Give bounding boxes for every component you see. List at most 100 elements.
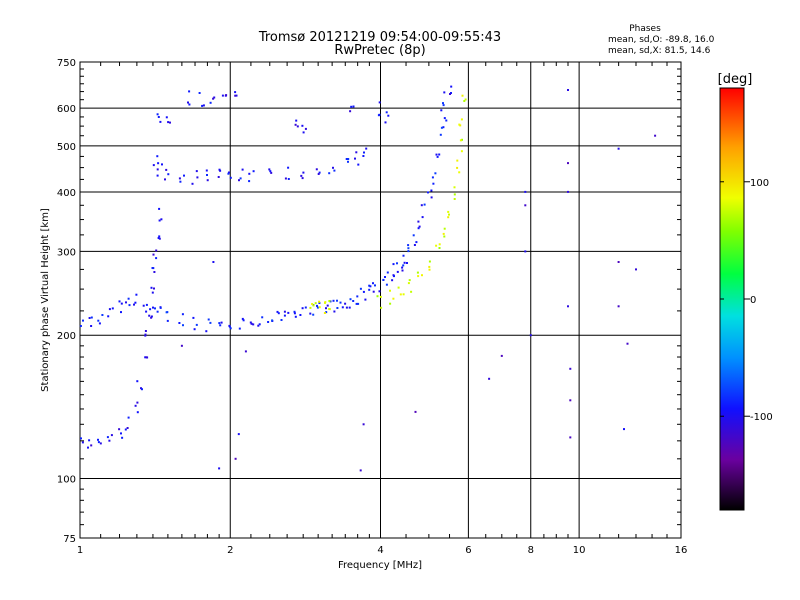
data-point <box>153 271 156 273</box>
data-point <box>110 434 113 437</box>
data-point <box>145 303 148 306</box>
y-tick-label: 500 <box>57 142 76 153</box>
data-point <box>261 316 264 319</box>
data-point <box>153 287 155 290</box>
data-point <box>108 439 111 442</box>
data-point <box>416 271 419 274</box>
data-point <box>280 319 283 321</box>
data-point <box>99 442 102 445</box>
data-point <box>150 286 153 289</box>
data-point <box>345 158 348 160</box>
data-point <box>380 306 383 309</box>
data-point <box>316 304 318 307</box>
data-point <box>463 100 466 102</box>
data-point <box>160 218 163 221</box>
data-point <box>326 304 329 307</box>
colorbar-tick-label: -100 <box>750 412 773 423</box>
data-point <box>328 300 331 302</box>
data-point <box>378 101 381 104</box>
data-point <box>318 171 321 174</box>
data-point <box>385 283 388 286</box>
data-point <box>407 247 410 250</box>
data-point <box>120 432 122 435</box>
data-point <box>238 327 241 330</box>
data-point <box>569 367 572 370</box>
data-point <box>439 133 442 136</box>
data-point <box>352 300 355 302</box>
data-point <box>447 210 450 213</box>
data-point <box>333 310 336 313</box>
data-point <box>453 186 456 189</box>
data-point <box>347 158 350 160</box>
data-point <box>324 301 326 304</box>
data-point <box>430 189 433 192</box>
data-point <box>277 312 280 315</box>
data-point <box>218 322 221 325</box>
data-point <box>271 319 274 322</box>
data-point <box>569 399 572 402</box>
x-tick-label: 4 <box>377 545 383 556</box>
data-point <box>221 94 224 97</box>
data-point <box>149 308 152 311</box>
data-point <box>270 171 273 174</box>
data-point <box>156 113 159 116</box>
data-point <box>617 261 620 263</box>
data-point <box>378 113 381 116</box>
data-point <box>258 323 261 326</box>
data-point <box>87 446 89 449</box>
data-point <box>150 316 153 319</box>
data-point <box>218 467 221 470</box>
data-point <box>418 225 421 228</box>
data-point <box>198 92 201 94</box>
x-tick-label: 6 <box>465 545 471 556</box>
data-point <box>237 433 240 436</box>
data-point <box>234 94 237 97</box>
colorbar-tick-label: 0 <box>750 295 756 306</box>
data-point <box>354 157 356 160</box>
y-tick-label: 300 <box>57 247 76 258</box>
data-point <box>158 207 161 210</box>
data-point <box>414 410 417 413</box>
y-axis-label: Stationary phase Virtual Height [km] <box>40 208 51 392</box>
data-point <box>165 311 168 314</box>
data-point <box>407 282 410 285</box>
data-point <box>205 330 208 333</box>
data-point <box>287 178 290 180</box>
data-point <box>456 159 459 162</box>
data-point <box>295 119 298 122</box>
data-point <box>312 304 315 307</box>
data-point <box>241 168 244 171</box>
data-point <box>323 312 326 314</box>
data-point <box>157 237 160 239</box>
data-point <box>453 193 456 196</box>
data-point <box>569 436 572 439</box>
data-point <box>179 180 182 183</box>
data-point <box>391 279 394 282</box>
data-point <box>301 177 304 180</box>
data-point <box>90 444 93 447</box>
data-point <box>350 105 353 108</box>
data-point <box>362 423 365 426</box>
data-point <box>159 120 162 123</box>
data-point <box>488 377 491 380</box>
data-point <box>635 268 637 271</box>
data-point <box>154 307 156 310</box>
y-tick-label: 200 <box>57 331 76 342</box>
data-point <box>356 295 359 298</box>
data-point <box>384 121 387 124</box>
data-point <box>121 436 124 439</box>
data-point <box>156 155 159 158</box>
data-point <box>428 260 431 263</box>
data-point <box>567 305 569 308</box>
data-point <box>372 282 374 285</box>
data-point <box>408 279 411 282</box>
data-point <box>436 155 439 158</box>
y-tick-label: 100 <box>57 475 76 486</box>
data-point <box>438 243 441 246</box>
data-point <box>90 325 93 327</box>
data-point <box>336 299 338 302</box>
data-point <box>458 171 461 174</box>
data-point <box>125 301 127 304</box>
data-point <box>276 310 279 313</box>
data-point <box>97 441 100 444</box>
